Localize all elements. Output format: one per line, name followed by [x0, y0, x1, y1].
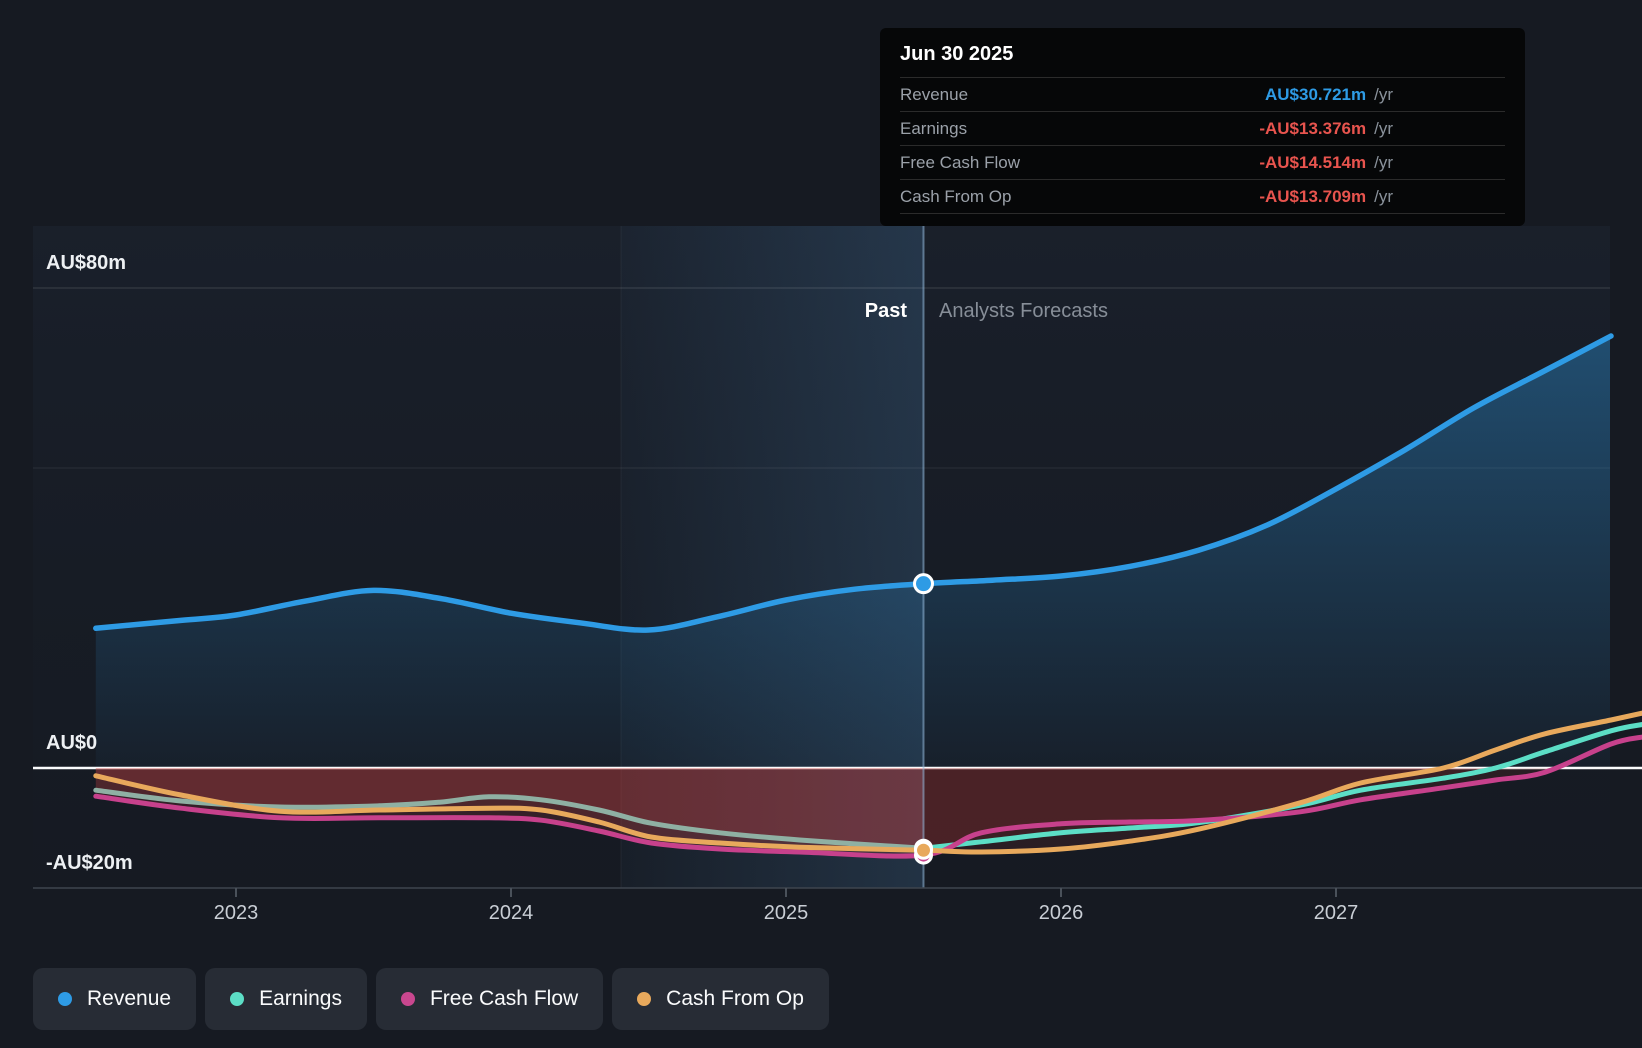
legend-item-revenue[interactable]: Revenue	[33, 968, 197, 1030]
earnings-line-forecast	[921, 722, 1642, 851]
past-zone-label: Past	[864, 300, 907, 322]
tooltip-row-revenue: Revenue AU$30.721m/yr	[900, 78, 1505, 112]
tooltip-row-free-cash-flow: Free Cash Flow -AU$14.514m/yr	[900, 146, 1505, 180]
tooltip-value: AU$30.721m	[1264, 84, 1367, 104]
tooltip-label: Cash From Op	[900, 186, 1012, 206]
legend-item-free-cash-flow[interactable]: Free Cash Flow	[375, 968, 604, 1030]
tooltip-label: Revenue	[900, 84, 969, 104]
revenue-area-fill	[95, 336, 1610, 768]
tooltip-row-cash-from-op: Cash From Op -AU$13.709m/yr	[900, 180, 1505, 214]
tooltip-date: Jun 30 2025	[900, 28, 1505, 78]
past-year-highlight-band	[621, 226, 924, 888]
earnings-dot-icon	[230, 992, 245, 1006]
legend-label: Free Cash Flow	[429, 987, 579, 1010]
tooltip-suffix: /yr	[1374, 186, 1393, 206]
legend-item-cash-from-op[interactable]: Cash From Op	[612, 968, 829, 1030]
legend-label: Earnings	[259, 987, 342, 1010]
revenue-dot-icon	[58, 992, 72, 1006]
tooltip-suffix: /yr	[1374, 118, 1393, 138]
legend-item-earnings[interactable]: Earnings	[205, 968, 367, 1030]
tooltip-value: -AU$13.376m	[1259, 118, 1367, 138]
marker-cash-from-op[interactable]	[914, 840, 933, 860]
legend-label: Revenue	[87, 987, 172, 1010]
cash-from-op-dot-icon	[637, 992, 652, 1006]
chart-legend: Revenue Earnings Free Cash Flow Cash Fro…	[33, 968, 829, 1030]
tooltip-suffix: /yr	[1374, 84, 1393, 104]
tooltip-label: Free Cash Flow	[900, 152, 1020, 172]
cash-from-op-line	[93, 710, 1642, 855]
legend-label: Cash From Op	[666, 987, 804, 1010]
chart-tooltip: Jun 30 2025 Revenue AU$30.721m/yr Earnin…	[880, 28, 1525, 226]
tooltip-label: Earnings	[900, 118, 968, 138]
tooltip-value: -AU$14.514m	[1259, 152, 1367, 172]
negative-fill-past	[95, 768, 924, 851]
revenue-line	[93, 333, 1614, 633]
tooltip-row-earnings: Earnings -AU$13.376m/yr	[900, 112, 1505, 146]
negative-fill-past	[95, 768, 924, 849]
forecast-zone-label: Analysts Forecasts	[939, 300, 1108, 322]
tooltip-value: -AU$13.709m	[1259, 186, 1367, 206]
tooltip-suffix: /yr	[1374, 152, 1393, 172]
free-cash-flow-dot-icon	[400, 992, 415, 1006]
marker-revenue[interactable]	[913, 573, 934, 595]
